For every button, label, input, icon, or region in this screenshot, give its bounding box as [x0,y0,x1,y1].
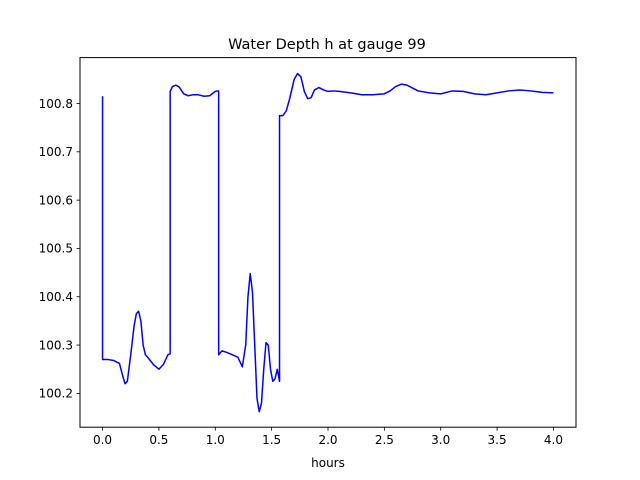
x-tick-label: 3.0 [431,433,450,447]
y-tick-label: 100.4 [39,290,73,304]
x-axis-label: hours [311,456,345,470]
x-tick-label: 0.0 [93,433,112,447]
x-axis: 0.0 0.5 1.0 1.5 2.0 2.5 3.0 3.5 4.0 [93,427,563,447]
x-tick-label: 4.0 [544,433,563,447]
x-tick-label: 1.0 [206,433,225,447]
y-tick-label: 100.3 [39,338,73,352]
series-line-0 [101,72,554,413]
x-tick-label: 1.5 [262,433,281,447]
y-tick-label: 100.2 [39,387,73,401]
y-axis: 100.2 100.3 100.4 100.5 100.6 100.7 100.8 [39,97,80,401]
x-tick-label: 3.5 [488,433,507,447]
plot-frame [79,57,577,428]
y-tick-label: 100.6 [39,193,73,207]
chart-title: Water Depth h at gauge 99 [228,37,426,53]
x-tick-label: 2.0 [318,433,337,447]
y-tick-label: 100.8 [39,97,73,111]
plot-area [101,72,554,413]
x-tick-label: 0.5 [149,433,168,447]
y-tick-label: 100.7 [39,145,73,159]
y-tick-label: 100.5 [39,242,73,256]
x-tick-label: 2.5 [375,433,394,447]
